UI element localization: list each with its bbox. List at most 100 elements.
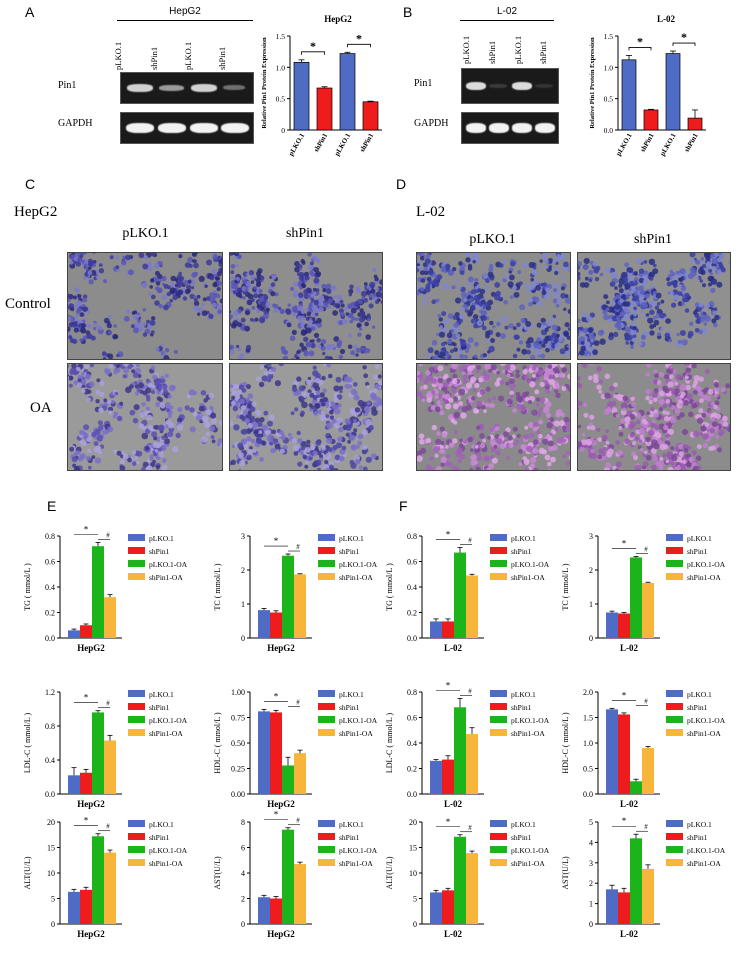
y-tick-label: 0.8 <box>45 532 55 541</box>
y-tick-label: 0.0 <box>407 634 417 643</box>
cell <box>300 330 307 336</box>
cell <box>670 446 675 451</box>
cell <box>239 414 245 420</box>
cell <box>153 451 158 457</box>
cell <box>368 303 374 309</box>
cell <box>634 272 638 276</box>
cell <box>578 424 582 429</box>
cell <box>617 394 624 401</box>
cell <box>577 465 578 471</box>
cell <box>682 429 688 435</box>
cell <box>149 319 156 326</box>
legend-swatch <box>666 573 683 580</box>
cell <box>357 440 363 446</box>
cell <box>466 382 473 389</box>
cell <box>354 407 361 413</box>
cell <box>615 461 622 468</box>
cell <box>713 404 718 410</box>
cell <box>653 319 660 326</box>
cell <box>291 306 297 312</box>
cell <box>480 443 486 449</box>
cell <box>372 267 377 273</box>
cell <box>711 265 716 270</box>
cell <box>353 382 358 387</box>
significance-mark: * <box>446 680 451 690</box>
cell <box>609 385 615 392</box>
cell <box>255 282 261 288</box>
cell <box>238 452 244 458</box>
cell <box>107 330 113 336</box>
cell <box>168 422 175 429</box>
cell <box>535 397 541 402</box>
cell <box>349 459 355 465</box>
cell <box>350 350 356 356</box>
cell <box>350 307 357 314</box>
significance-mark: * <box>84 693 89 703</box>
cell <box>150 278 154 283</box>
cell <box>277 364 281 365</box>
y-tick-label: 2 <box>589 566 593 575</box>
cell <box>598 379 603 384</box>
cell <box>74 287 80 293</box>
cell <box>551 332 557 339</box>
cell <box>76 307 82 313</box>
cell <box>68 315 72 322</box>
cell <box>488 264 494 269</box>
cell <box>177 406 183 413</box>
cell <box>677 443 684 450</box>
cell <box>655 292 662 299</box>
significance-mark: * <box>310 39 316 53</box>
cell <box>720 387 726 393</box>
cell <box>547 468 552 470</box>
y-axis-label: ALT(U/L) <box>23 856 32 889</box>
cell <box>467 295 472 299</box>
cell <box>603 294 609 300</box>
cell <box>343 376 350 383</box>
cell <box>549 432 553 437</box>
legend-swatch <box>666 534 683 541</box>
cell <box>239 459 246 467</box>
cell <box>309 444 316 451</box>
cell <box>426 397 432 403</box>
cell <box>127 457 132 463</box>
cell <box>443 382 449 388</box>
cell <box>135 391 140 396</box>
cell <box>479 390 485 396</box>
cell <box>536 322 542 328</box>
cell <box>242 279 248 285</box>
cell <box>530 457 537 463</box>
cell <box>310 405 314 409</box>
cell <box>77 293 82 299</box>
y-tick-label: 0.00 <box>231 790 245 799</box>
cell <box>428 467 435 470</box>
cell <box>468 468 474 470</box>
cell <box>440 456 447 464</box>
cell <box>206 259 212 266</box>
y-tick-label: 0.0 <box>583 790 593 799</box>
cell <box>259 364 265 370</box>
cell <box>325 414 330 419</box>
cell <box>87 465 92 470</box>
cell <box>462 374 468 380</box>
cell <box>545 287 551 293</box>
cell <box>357 433 364 440</box>
cell <box>210 417 218 425</box>
cell <box>553 338 559 343</box>
cell <box>559 420 565 427</box>
cell <box>602 434 608 441</box>
cell <box>463 354 468 359</box>
cell <box>476 369 480 374</box>
cell <box>435 298 440 303</box>
cell <box>429 456 434 461</box>
cell <box>609 281 616 287</box>
cell <box>160 358 164 359</box>
cell <box>195 414 202 421</box>
bar <box>294 864 306 924</box>
significance-bracket <box>628 47 652 51</box>
cell <box>659 312 665 319</box>
cell <box>581 432 586 437</box>
cell <box>419 270 425 276</box>
cell <box>432 355 439 359</box>
cell <box>624 334 631 341</box>
